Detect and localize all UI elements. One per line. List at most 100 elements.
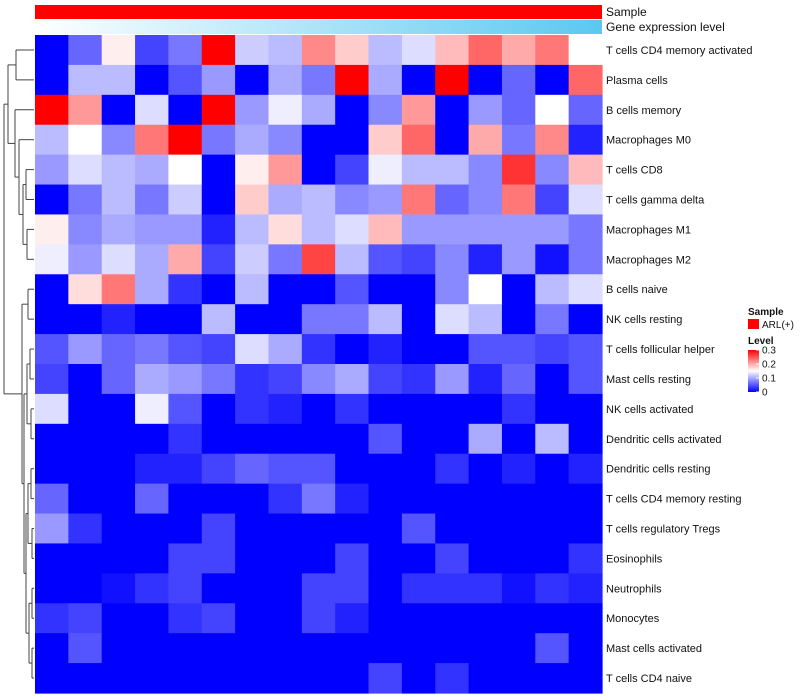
row-label: Macrophages M0 (606, 135, 691, 147)
heatmap-cell (468, 334, 503, 365)
heatmap-cell (35, 364, 69, 395)
heatmap-cell (101, 244, 136, 275)
heatmap-cell (301, 633, 336, 664)
expression-annotation-label: Gene expression level (606, 20, 725, 34)
heatmap-cell (501, 154, 536, 186)
heatmap-cell (468, 483, 503, 515)
heatmap-cell (268, 244, 303, 275)
legend-tick-label: 0.3 (762, 346, 776, 357)
row-label: Macrophages M1 (606, 224, 691, 236)
heatmap-cell (501, 334, 536, 365)
heatmap-cell (535, 573, 570, 604)
heatmap-cell (468, 274, 503, 305)
heatmap-cell (435, 124, 470, 156)
heatmap-cell (568, 603, 603, 634)
heatmap-cell (135, 334, 170, 365)
row-label: Eosinophils (606, 553, 663, 565)
heatmap-cell (335, 244, 370, 275)
heatmap-cell (301, 244, 336, 275)
heatmap-cell (435, 154, 470, 186)
heatmap-cell (568, 64, 603, 96)
heatmap-cell (335, 453, 370, 485)
heatmap-cell (468, 573, 503, 604)
heatmap-cell (535, 513, 570, 545)
heatmap-cell (468, 244, 503, 275)
heatmap-cell (468, 64, 503, 96)
heatmap-cell (301, 184, 336, 216)
heatmap-cell (68, 483, 103, 515)
heatmap-cell (535, 483, 570, 515)
heatmap-cell (535, 214, 570, 245)
heatmap-cell (435, 573, 470, 604)
heatmap-cell (235, 94, 270, 126)
heatmap-cell (235, 513, 270, 545)
heatmap-cell (168, 35, 203, 66)
heatmap-cell (68, 274, 103, 305)
heatmap-cell (168, 453, 203, 485)
heatmap-cell (68, 334, 103, 365)
heatmap-cell (401, 543, 436, 574)
heatmap-cell (68, 393, 103, 425)
heatmap-cell (135, 393, 170, 425)
heatmap-cell (135, 304, 170, 335)
heatmap-cell (435, 64, 470, 96)
heatmap-cell (235, 453, 270, 485)
heatmap-cell (35, 214, 69, 245)
heatmap-cell (335, 184, 370, 216)
heatmap-cell (335, 364, 370, 395)
heatmap-cell (501, 244, 536, 275)
heatmap-cell (535, 274, 570, 305)
heatmap-cell (35, 124, 69, 156)
heatmap-cell (401, 124, 436, 156)
heatmap-cell (68, 663, 103, 694)
heatmap-cell (35, 304, 69, 335)
heatmap-cell (568, 633, 603, 664)
sample-annotation-label: Sample (606, 5, 647, 19)
column-annotations: Sample Gene expression level (35, 5, 725, 34)
heatmap-cell (101, 304, 136, 335)
heatmap-cell (501, 184, 536, 216)
heatmap-cell (268, 513, 303, 545)
heatmap-cell (201, 214, 236, 245)
heatmap-cell (68, 154, 103, 186)
heatmap-cell (35, 423, 69, 455)
heatmap-cell (501, 124, 536, 156)
heatmap-cell (368, 543, 403, 574)
legend-level-ticks: 0.3 0.2 0.1 0 (756, 346, 776, 399)
heatmap-cell (468, 513, 503, 545)
heatmap-cell (235, 393, 270, 425)
heatmap-cell (368, 633, 403, 664)
heatmap-cell (235, 603, 270, 634)
heatmap-cell (301, 364, 336, 395)
heatmap-cell (568, 154, 603, 186)
heatmap-cell (168, 423, 203, 455)
heatmap-cell (401, 573, 436, 604)
heatmap-cell (168, 663, 203, 694)
heatmap-cell (268, 364, 303, 395)
heatmap-cell (335, 483, 370, 515)
heatmap-cell (68, 214, 103, 245)
legend-level-colorbar (748, 350, 759, 392)
heatmap-cell (368, 304, 403, 335)
heatmap-cell (235, 64, 270, 96)
heatmap-cell (201, 663, 236, 694)
heatmap-cell (368, 423, 403, 455)
heatmap-cell (401, 483, 436, 515)
heatmap-cell (101, 274, 136, 305)
heatmap-cell (201, 244, 236, 275)
heatmap-cell (535, 423, 570, 455)
heatmap-cell (201, 124, 236, 156)
heatmap-cell (535, 64, 570, 96)
heatmap-cell (501, 94, 536, 126)
heatmap-cell (535, 603, 570, 634)
heatmap-cell (535, 244, 570, 275)
heatmap-cell (68, 364, 103, 395)
heatmap-cell (368, 513, 403, 545)
heatmap-cell (568, 364, 603, 395)
heatmap-cell (535, 393, 570, 425)
row-label: T cells CD4 memory activated (606, 45, 753, 57)
row-label: Neutrophils (606, 583, 662, 595)
heatmap-cell (335, 663, 370, 694)
heatmap-cell (401, 35, 436, 66)
